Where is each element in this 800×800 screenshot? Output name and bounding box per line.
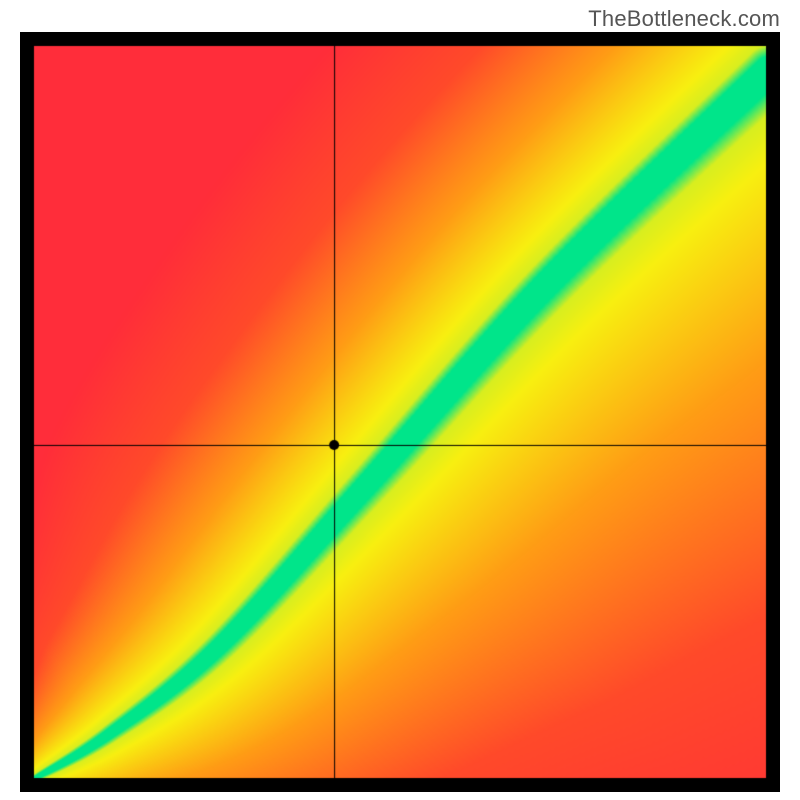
watermark-text: TheBottleneck.com: [588, 6, 780, 32]
heatmap-canvas: [20, 32, 780, 792]
figure-container: TheBottleneck.com: [0, 0, 800, 800]
heatmap-plot: [20, 32, 780, 792]
